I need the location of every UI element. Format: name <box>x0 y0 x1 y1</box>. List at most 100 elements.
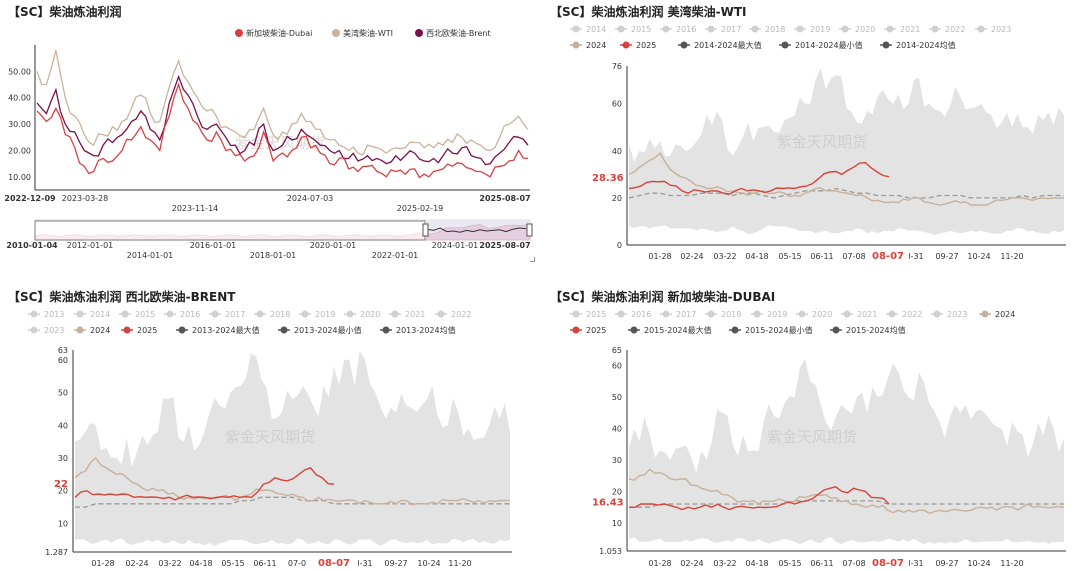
legend-label: 2022 <box>902 310 922 319</box>
legend-marker <box>301 310 309 318</box>
legend-marker <box>662 310 670 318</box>
series-line-2 <box>36 82 529 179</box>
legend-label: 2021 <box>405 310 425 319</box>
legend-label: 2015-2024最大值 <box>644 325 712 335</box>
navigator-tick-label: 2014-01-01 <box>127 251 174 260</box>
watermark: 紫金天风期货 <box>235 134 325 152</box>
y-tick-label: 20 <box>612 487 622 496</box>
legend-marker <box>841 25 849 33</box>
y-tick-label: 1.287 <box>45 548 68 557</box>
x-tick-label: 10-24 <box>967 252 990 261</box>
legend-label: 2014 <box>90 310 110 319</box>
legend-label: 美湾柴油-WTI <box>343 28 393 38</box>
average-line <box>628 187 1064 199</box>
x-tick-label: 05-15 <box>778 559 801 568</box>
navigator-tick-label: 2012-01-01 <box>67 241 114 250</box>
legend-marker <box>843 310 851 318</box>
wti-seasonal-chart: 2014 2015 2016 2017 2018 2019 2020 2021 2022 2023… <box>570 25 1066 262</box>
y-tick-label: 40 <box>58 421 68 430</box>
x-tick-label: 01-28 <box>648 559 671 568</box>
x-tick-label: l-31 <box>908 559 923 568</box>
x-tick-label: 03-22 <box>713 252 736 261</box>
legend-marker <box>572 326 580 334</box>
legend-label: 2018 <box>270 310 290 319</box>
legend-marker <box>617 25 625 33</box>
legend-label: 2016 <box>676 25 696 34</box>
legend-label: 2020 <box>855 25 875 34</box>
legend-marker <box>707 310 715 318</box>
range-band <box>629 68 1064 236</box>
navigator-mask <box>34 220 426 241</box>
watermark: 紫金天风期货 <box>777 133 867 151</box>
x-tick-label: 02-24 <box>125 559 148 568</box>
y-tick-label: 20.00 <box>8 146 31 155</box>
watermark: 紫金天风期货 <box>767 428 857 446</box>
last-value-label: 28.36 <box>592 173 624 184</box>
navigator-tick-label: 2018-01-01 <box>250 251 297 260</box>
legend-label: 2020 <box>360 310 380 319</box>
legend-label: 2025 <box>586 326 606 335</box>
range-band <box>75 350 510 546</box>
x-tick-label: 02-24 <box>680 559 703 568</box>
legend-marker <box>235 29 243 37</box>
legend-label: 2014 <box>586 25 606 34</box>
brent-seasonal-chart: 2013 2014 2015 2016 2017 2018 2019 2020 2021 2022… <box>28 310 512 569</box>
watermark: 紫金天风期货 <box>225 428 315 446</box>
y-tick-label: 50 <box>58 389 68 398</box>
legend-marker <box>731 326 739 334</box>
y-tick-label: 60 <box>612 362 622 371</box>
x-tick-label: 2022-12-09 <box>4 194 56 203</box>
navigator-handle-left <box>422 223 429 237</box>
legend-label: 2023 <box>947 310 967 319</box>
legend-marker <box>617 310 625 318</box>
chart-panel-dubai: 2015 2016 2017 2018 2019 2020 2021 2022 2023 2024… <box>542 285 1080 571</box>
legend-label: 2021 <box>900 25 920 34</box>
panel-title: 【SC】柴油炼油利润 <box>8 5 122 19</box>
legend-marker <box>280 326 288 334</box>
legend-label: 2023 <box>991 25 1011 34</box>
series-2025-line <box>628 161 890 195</box>
y-tick-label: 50 <box>612 393 622 402</box>
x-tick-label: 2023-11-14 <box>172 204 219 213</box>
legend-marker <box>76 310 84 318</box>
series-2025-line <box>628 486 890 511</box>
series-2024-line <box>628 468 1065 515</box>
legend-label: 2013 <box>44 310 64 319</box>
series-2024-line <box>74 456 511 506</box>
legend-marker <box>832 326 840 334</box>
x-tick-label: 2023-03-28 <box>62 194 109 203</box>
legend-label: 2015-2024均值 <box>846 325 906 335</box>
x-tick-label: l-31 <box>908 252 923 261</box>
x-tick-label: 05-15 <box>778 252 801 261</box>
navigator-tick-label: 2022-01-01 <box>372 251 419 260</box>
dubai-seasonal-chart: 2015 2016 2017 2018 2019 2020 2021 2022 2023 2024… <box>570 310 1066 569</box>
legend-label: 2021 <box>857 310 877 319</box>
legend-marker <box>166 310 174 318</box>
x-tick-label: 01-28 <box>91 559 114 568</box>
y-tick-label: 60 <box>58 356 68 365</box>
resize-corner-icon[interactable] <box>530 257 535 262</box>
y-tick-label: 63 <box>58 346 68 355</box>
legend-label: 2017 <box>225 310 245 319</box>
y-tick-label: 50.00 <box>8 67 31 76</box>
x-tick-label: 2025-08-07 <box>479 194 530 203</box>
navigator-tick-label: 2025-08-07 <box>479 241 530 250</box>
legend-marker <box>781 41 789 49</box>
legend-label: 2022 <box>451 310 471 319</box>
legend-marker <box>931 25 939 33</box>
legend-marker <box>346 310 354 318</box>
legend-label: 2014-2024最小值 <box>795 40 863 50</box>
legend-label: 2017 <box>721 25 741 34</box>
last-value-label: 16.43 <box>592 498 624 509</box>
x-tick-label: 01-28 <box>648 252 671 261</box>
legend-marker <box>933 310 941 318</box>
legend-label: 2016 <box>631 310 651 319</box>
series-2024-line <box>628 151 1065 206</box>
legend-marker <box>572 41 580 49</box>
legend-marker <box>415 29 423 37</box>
x-tick-label: 04-18 <box>189 559 212 568</box>
series-line-0 <box>36 74 529 166</box>
legend-marker <box>882 41 890 49</box>
x-tick-label: 06-11 <box>810 252 833 261</box>
legend-marker <box>680 41 688 49</box>
